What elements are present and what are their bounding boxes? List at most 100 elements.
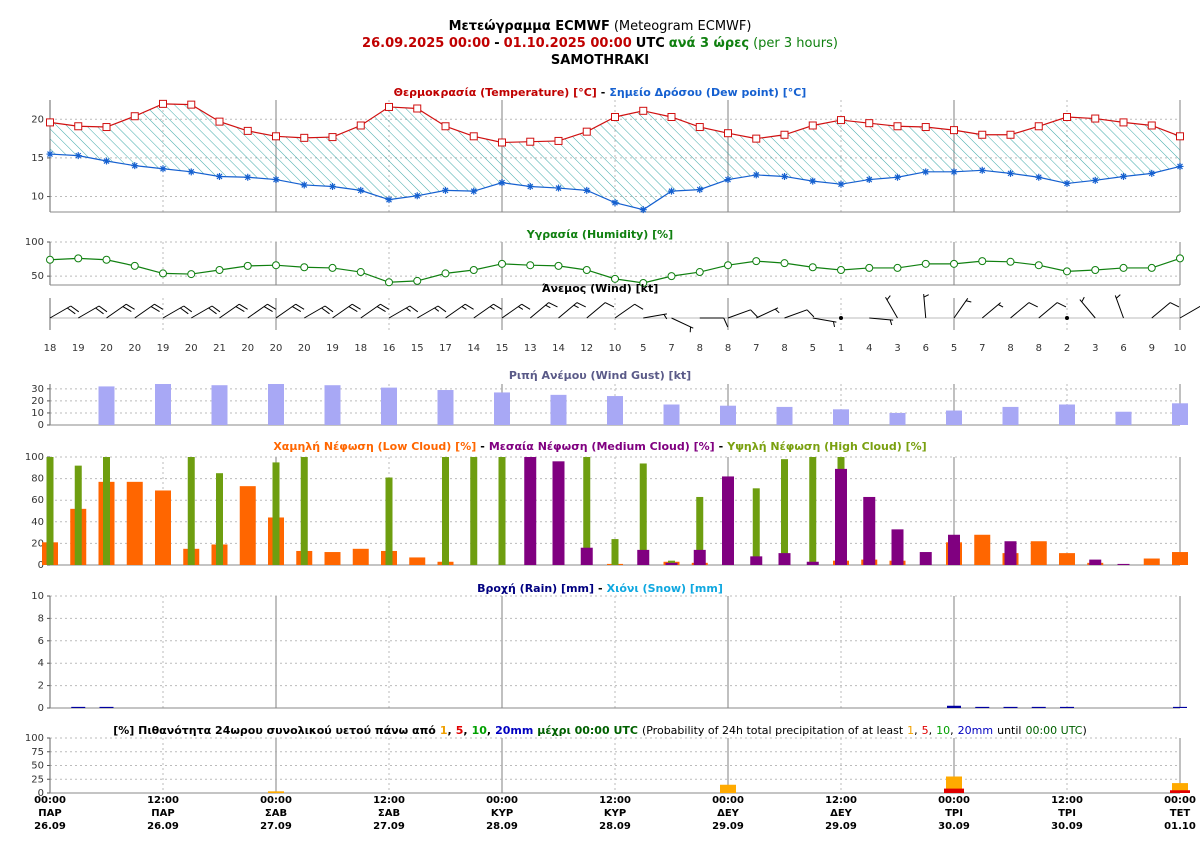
bar [607,396,623,425]
bar [385,477,393,565]
wind-speed-label: 5 [640,343,646,354]
bar [1172,403,1188,425]
bar [948,534,960,565]
marker [46,150,54,158]
y-tick-label: 15 [31,153,44,164]
x-tick-time: 12:00 [147,795,179,806]
panel-title-part: [%] Πιθανότητα 24ωρου συνολικού υετού πά… [113,724,436,737]
marker [582,265,591,274]
wind-speed-label: 21 [213,343,226,354]
marker [385,196,393,204]
wind-barb [953,298,972,319]
marker [695,268,704,277]
header-line-part: UTC [636,36,665,51]
wind-barb [1038,302,1067,319]
bar [268,791,284,793]
wind-barb [360,303,390,319]
bar [71,706,86,708]
marker [554,136,563,145]
x-tick-day: ΣΑΒ [265,808,287,819]
x-tick-day: ΤΡΙ [945,808,963,819]
x-tick-day: ΠΑΡ [38,808,61,819]
marker [244,173,252,181]
y-tick-label: 6 [38,636,44,647]
marker [441,269,450,278]
marker [865,176,873,184]
marker [667,112,676,121]
bar [722,476,734,565]
bar [103,457,110,565]
x-tick-day: ΠΑΡ [151,808,174,819]
x-tick-time: 12:00 [1051,795,1083,806]
wind-speed-label: 8 [1007,343,1013,354]
y-tick-label: 10 [31,591,44,602]
marker [356,268,365,277]
bar [1117,563,1130,565]
marker [1006,257,1015,266]
marker [413,192,421,200]
y-tick-label: 10 [31,408,44,419]
marker [216,172,223,180]
x-tick-time: 12:00 [373,795,405,806]
marker [328,133,337,142]
marker [1176,162,1184,170]
marker [1034,122,1043,131]
bar [637,549,650,565]
marker [272,176,280,184]
wind-barb [219,303,248,319]
bar [752,488,760,565]
bar [974,534,991,565]
panel-title-part: Χιόνι (Snow) [mm] [607,582,723,595]
bar [46,457,54,565]
marker [357,186,365,194]
wind-speed-label: 15 [496,343,509,354]
wind-barb [869,317,894,326]
marker [668,187,675,195]
y-tick-label: 80 [31,474,44,485]
wind-barb [417,305,447,319]
wind-speed-label: 15 [411,343,424,354]
marker [272,132,280,141]
panel-title-part: 10 [472,724,488,737]
marker [780,259,789,268]
wind-barb [1151,302,1180,319]
panel-title-part: Σημείο Δρόσου (Dew point) [°C] [609,86,806,99]
y-tick-label: 0 [38,560,44,571]
marker [950,168,958,176]
marker [780,130,789,139]
wind-barb [643,313,668,320]
marker [978,257,987,266]
x-tick-date: 27.09 [373,821,405,832]
marker [922,168,930,176]
wind-speed-label: 12 [580,343,593,354]
panel-title-part: 1 [440,724,448,737]
marker [243,126,252,135]
panel-title-part: , [914,724,918,737]
bar [776,406,793,425]
marker [74,122,83,131]
wind-barb [1114,294,1124,319]
wind-speed-label: 8 [1036,343,1042,354]
marker [413,276,422,285]
x-tick-date: 28.09 [486,821,518,832]
bar [74,465,82,565]
marker [583,186,591,194]
panel-title-part: Άνεμος (Wind) [kt] [542,282,659,295]
x-tick-date: 29.09 [825,821,857,832]
bar [889,412,906,425]
marker [865,263,874,272]
panel-title: Άνεμος (Wind) [kt] [542,282,659,295]
marker [329,183,336,191]
wind-speed-label: 8 [781,343,787,354]
marker [1063,267,1071,276]
bar [155,490,171,565]
panel-title-part: , [929,724,933,737]
marker [893,122,902,131]
y-tick-label: 100 [25,237,44,248]
marker [470,187,478,195]
marker [272,261,280,270]
panel-title-part: ) [1082,724,1086,737]
marker [978,130,987,139]
x-tick-date: 01.10 [1164,821,1196,832]
bar [720,405,736,425]
